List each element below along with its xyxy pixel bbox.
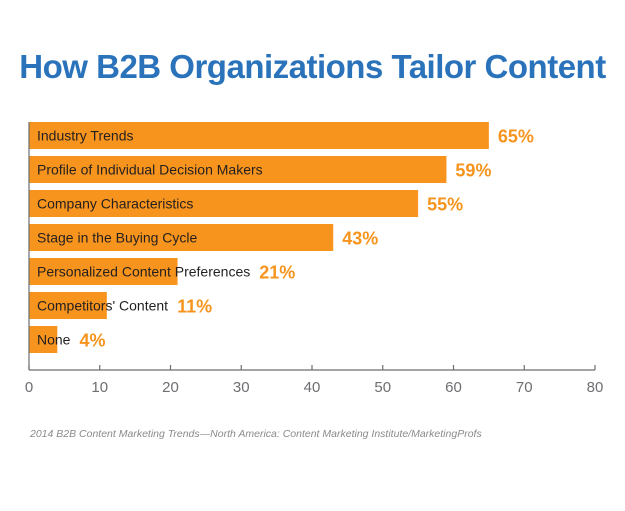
x-tick-label: 70 bbox=[516, 379, 533, 396]
x-tick-label: 10 bbox=[91, 379, 108, 396]
category-label: Profile of Individual Decision Makers bbox=[37, 162, 263, 178]
value-label: 55% bbox=[427, 195, 463, 215]
x-tick-label: 50 bbox=[374, 379, 391, 396]
x-tick-label: 0 bbox=[25, 379, 33, 396]
category-label: Personalized Content Preferences bbox=[37, 264, 250, 280]
x-tick-label: 80 bbox=[587, 379, 604, 396]
x-tick-label: 40 bbox=[304, 379, 321, 396]
value-label: 43% bbox=[342, 229, 378, 249]
x-tick-label: 30 bbox=[233, 379, 250, 396]
value-label: 59% bbox=[455, 161, 491, 181]
value-label: 4% bbox=[79, 331, 105, 351]
category-label: Competitors' Content bbox=[37, 298, 168, 314]
category-label: None bbox=[37, 332, 71, 348]
category-label: Company Characteristics bbox=[37, 196, 193, 212]
x-tick-label: 60 bbox=[445, 379, 462, 396]
category-label: Industry Trends bbox=[37, 128, 134, 144]
value-label: 65% bbox=[498, 127, 534, 147]
source-note: 2014 B2B Content Marketing Trends—North … bbox=[30, 428, 482, 440]
value-label: 21% bbox=[259, 263, 295, 283]
bar-chart: Industry Trends 65% Profile of Individual … bbox=[0, 0, 625, 420]
category-label: Stage in the Buying Cycle bbox=[37, 230, 198, 246]
value-label: 11% bbox=[177, 297, 212, 317]
x-tick-label: 20 bbox=[162, 379, 179, 396]
